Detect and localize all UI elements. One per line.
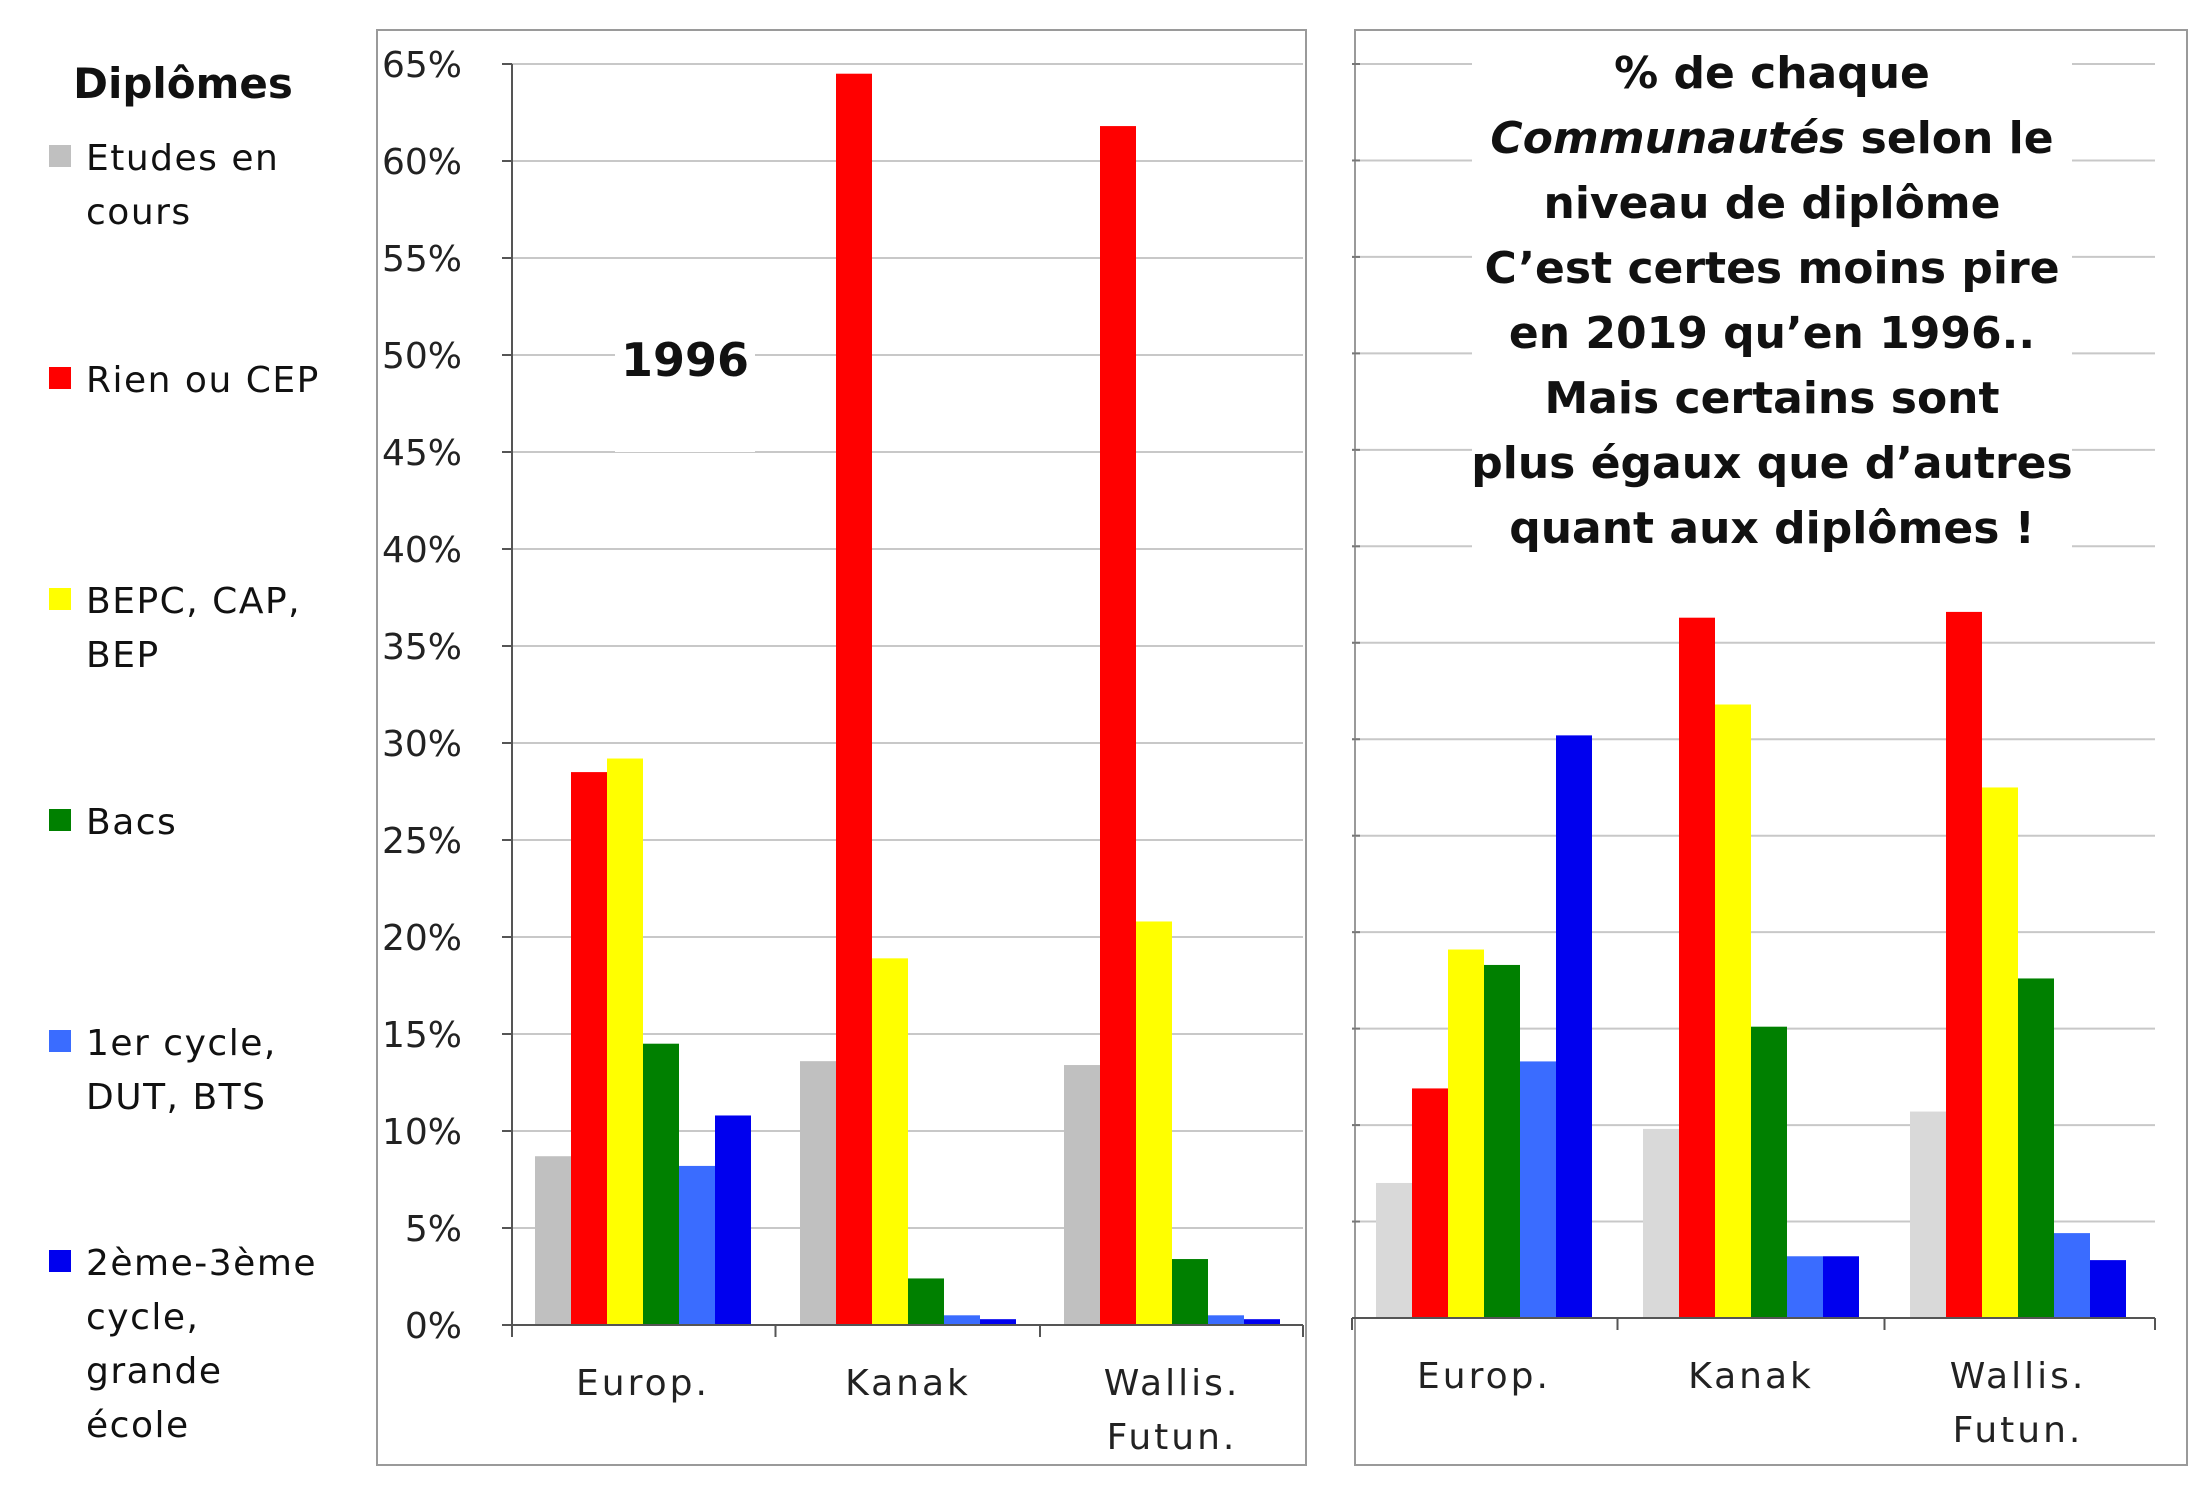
- chart-2019-x-tick-label: Kanak: [1688, 1356, 1814, 1397]
- chart-1996-y-tick-label: 20%: [382, 918, 462, 959]
- chart-1996-bar: [1136, 921, 1172, 1325]
- chart-1996-bar: [643, 1043, 679, 1325]
- chart-2019-x-axis: [1351, 63, 2156, 1330]
- chart-2019-bar: [1412, 1088, 1448, 1318]
- chart-2019-annotation: % de chaque Communautés selon le niveau de…: [1471, 48, 2072, 554]
- legend-swatch: [49, 1030, 71, 1052]
- annotation-line: Mais certains sont: [1544, 373, 1999, 424]
- chart-2019-x-tick-label: Wallis. Futun.: [1950, 1356, 2087, 1451]
- chart-1996-bar: [715, 1115, 751, 1325]
- chart-2019-bar: [2090, 1260, 2126, 1318]
- chart-1996-bar: [535, 1156, 571, 1325]
- chart-1996-annotation-background: [615, 330, 755, 452]
- chart-1996-y-tick-label: 60%: [382, 142, 462, 183]
- chart-2019-bar: [1910, 1111, 1946, 1318]
- chart-1996-y-tick-label: 25%: [382, 821, 462, 862]
- chart-2019-annotation-background: [1472, 40, 2072, 570]
- chart-1996-bar: [836, 73, 872, 1326]
- legend-item-label: 1er cycle, DUT, BTS: [86, 1023, 277, 1118]
- chart-1996-bar: [1100, 126, 1136, 1326]
- chart-1996-bar: [679, 1165, 715, 1325]
- legend: Diplômes Etudes en cours Rien ou CEP BEPC, …: [49, 59, 320, 1446]
- chart-2019-bar: [1982, 787, 2018, 1318]
- legend-item-label: Etudes en cours: [86, 138, 279, 233]
- legend-swatch: [49, 145, 71, 167]
- chart-1996-frame: [376, 29, 1307, 1466]
- chart-2019-frame: [1354, 29, 2188, 1466]
- chart-1996-bar: [1208, 1315, 1244, 1325]
- chart-1996: 0% 5% 10% 15% 20% 25% 30% 35% 40% 45% 50% 55% 60% 65%…: [376, 29, 1307, 1466]
- annotation-line: quant aux diplômes !: [1509, 503, 2035, 554]
- chart-1996-bar: [872, 958, 908, 1325]
- chart-1996-y-tick-label: 10%: [382, 1112, 462, 1153]
- chart-1996-y-tick-label: 50%: [382, 336, 462, 377]
- annotation-line: plus égaux que d’autres: [1471, 438, 2072, 489]
- chart-1996-bar: [607, 758, 643, 1325]
- annotation-line: Communautés selon le: [1490, 113, 2053, 164]
- chart-1996-x-tick-label: Europ.: [576, 1363, 710, 1404]
- chart-2019-bar: [1643, 1128, 1679, 1318]
- chart-1996-y-tick-labels: 0% 5% 10% 15% 20% 25% 30% 35% 40% 45% 50% 55% 60% 65%: [382, 45, 513, 1347]
- chart-1996-y-tick-label: 30%: [382, 724, 462, 765]
- chart-1996-bar: [800, 1061, 836, 1325]
- chart-1996-y-tick-label: 5%: [405, 1209, 462, 1250]
- annotation-line: en 2019 qu’en 1996..: [1509, 308, 2035, 359]
- chart-2019-bar: [1520, 1061, 1556, 1318]
- legend-swatch: [49, 367, 71, 389]
- chart-1996-y-tick-label: 35%: [382, 627, 462, 668]
- legend-swatch: [49, 588, 71, 610]
- chart-1996-annotation: 1996: [621, 333, 749, 387]
- legend-item-label: Bacs: [86, 802, 177, 843]
- legend-item-label: Rien ou CEP: [86, 360, 320, 401]
- chart-2019-bar: [2054, 1233, 2090, 1318]
- chart-2019: Europ. Kanak Wallis. Futun. % de chaque Comm…: [1351, 29, 2188, 1466]
- legend-item-label: BEPC, CAP, BEP: [86, 581, 301, 676]
- annotation-line: C’est certes moins pire: [1484, 243, 2059, 294]
- chart-2019-bar: [1556, 735, 1592, 1318]
- legend-swatch: [49, 809, 71, 831]
- chart-1996-y-tick-label: 15%: [382, 1015, 462, 1056]
- chart-1996-bars: [535, 73, 1280, 1326]
- chart-1996-x-axis: [511, 1324, 1304, 1337]
- chart-1996-y-tick-label: 0%: [405, 1306, 462, 1347]
- chart-1996-x-tick-label: Wallis. Futun.: [1104, 1363, 1241, 1458]
- chart-1996-bar: [1064, 1065, 1100, 1325]
- chart-1996-bar: [980, 1319, 1016, 1325]
- chart-1996-bar: [1244, 1319, 1280, 1325]
- chart-1996-bar: [571, 772, 607, 1325]
- chart-1996-bar: [1172, 1259, 1208, 1325]
- annotation-line: % de chaque: [1614, 48, 1930, 99]
- chart-1996-bar: [944, 1315, 980, 1325]
- chart-2019-bar: [1823, 1256, 1859, 1318]
- chart-1996-y-tick-label: 55%: [382, 239, 462, 280]
- legend-title: Diplômes: [73, 59, 293, 108]
- chart-2019-bar: [1448, 949, 1484, 1318]
- chart-1996-x-tick-labels: Europ. Kanak Wallis. Futun.: [576, 1363, 1241, 1458]
- chart-1996-x-tick-label: Kanak: [845, 1363, 971, 1404]
- legend-item-label: 2ème-3ème cycle, grande école: [86, 1243, 317, 1446]
- chart-2019-bar: [1715, 704, 1751, 1318]
- legend-swatch: [49, 1250, 71, 1272]
- chart-1996-bar: [908, 1278, 944, 1325]
- chart-2019-x-tick-labels: Europ. Kanak Wallis. Futun.: [1417, 1356, 2087, 1451]
- annotation-line: niveau de diplôme: [1544, 178, 2001, 229]
- chart-2019-bar: [1787, 1256, 1823, 1318]
- chart-2019-bar: [2018, 978, 2054, 1318]
- chart-2019-bar: [1376, 1182, 1412, 1318]
- chart-2019-bar: [1484, 964, 1520, 1318]
- chart-1996-y-tick-label: 40%: [382, 530, 462, 571]
- chart-2019-bar: [1679, 617, 1715, 1318]
- chart-2019-bars: [1376, 611, 2126, 1318]
- chart-2019-x-tick-label: Europ.: [1417, 1356, 1551, 1397]
- chart-2019-bar: [1946, 611, 1982, 1318]
- chart-1996-y-tick-label: 65%: [382, 45, 462, 86]
- chart-1996-y-tick-label: 45%: [382, 433, 462, 474]
- chart-2019-bar: [1751, 1026, 1787, 1318]
